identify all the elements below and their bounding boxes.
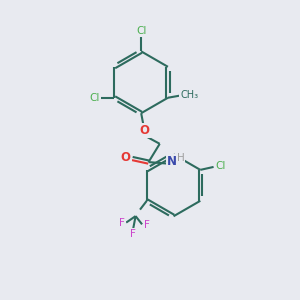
Text: O: O [140,124,150,137]
Text: F: F [130,229,136,239]
Text: Cl: Cl [136,26,146,36]
Text: Cl: Cl [216,161,226,171]
Text: F: F [119,218,125,228]
Text: CH₃: CH₃ [180,90,198,100]
Text: H: H [177,153,184,163]
Text: F: F [143,220,149,230]
Text: O: O [121,151,131,164]
Text: N: N [167,155,177,168]
Text: Cl: Cl [89,93,100,103]
